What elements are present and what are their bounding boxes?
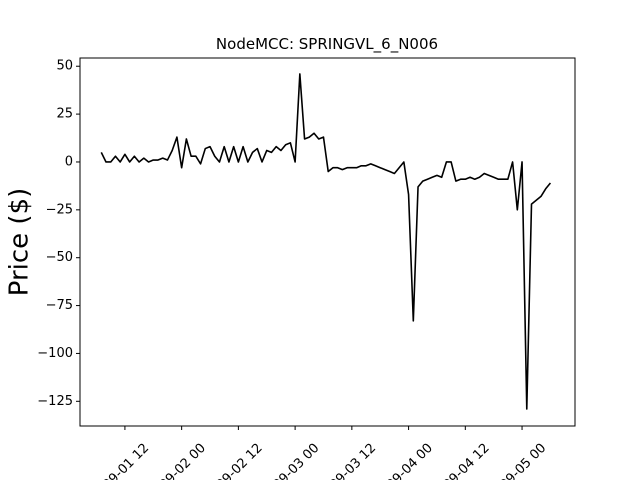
y-tick-label: −75 [46, 298, 73, 313]
plot-frame [79, 57, 576, 427]
y-tick-label: −100 [37, 346, 73, 361]
x-tick-label: 09-02 12 [214, 441, 266, 480]
x-tick-label: 09-05 00 [497, 441, 549, 480]
y-axis-label: Price ($) [5, 188, 35, 297]
y-tick-label: −50 [46, 250, 73, 265]
x-tick-label: 09-04 12 [441, 441, 493, 480]
data-line [100, 73, 552, 410]
y-tick-label: 25 [56, 107, 73, 122]
x-tick-label: 09-03 00 [270, 441, 322, 480]
x-tick-label: 09-02 00 [157, 441, 209, 480]
chart-title: NodeMCC: SPRINGVL_6_N006 [216, 35, 438, 54]
y-tick-label: −25 [46, 202, 73, 217]
y-tick-label: 0 [65, 154, 73, 169]
x-tick-label: 09-04 00 [384, 441, 436, 480]
y-tick-label: 50 [56, 59, 73, 74]
y-tick-label: −125 [37, 394, 73, 409]
x-tick-label: 09-03 12 [327, 441, 379, 480]
x-tick-label: 09-01 12 [100, 441, 152, 480]
